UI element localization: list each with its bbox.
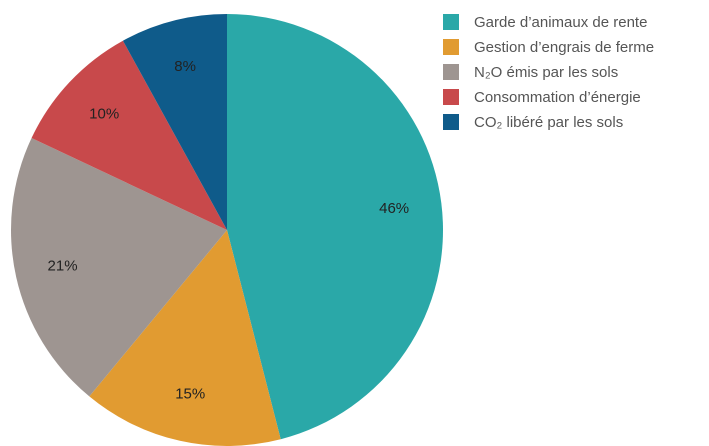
- legend-label: Consommation d’énergie: [474, 89, 641, 106]
- pie-slice: [11, 138, 228, 397]
- legend-swatch: [443, 114, 459, 130]
- pie-slice: [31, 40, 227, 230]
- legend-swatch: [443, 14, 459, 30]
- legend-label: Garde d’animaux de rente: [474, 14, 647, 31]
- pie-slice: [122, 13, 227, 230]
- pie-slice: [89, 230, 281, 446]
- legend-label: CO₂ libéré par les sols: [474, 114, 623, 131]
- legend-swatch: [443, 89, 459, 105]
- pie-slice: [227, 14, 443, 440]
- value-label: 15%: [175, 385, 205, 402]
- legend-label: N₂O émis par les sols: [474, 64, 618, 81]
- value-label: 21%: [48, 258, 78, 275]
- value-label: 10%: [89, 106, 119, 123]
- legend-swatch: [443, 39, 459, 55]
- legend-label: Gestion d’engrais de ferme: [474, 39, 654, 56]
- value-label: 46%: [379, 200, 409, 217]
- value-label: 8%: [174, 58, 196, 75]
- legend-swatch: [443, 64, 459, 80]
